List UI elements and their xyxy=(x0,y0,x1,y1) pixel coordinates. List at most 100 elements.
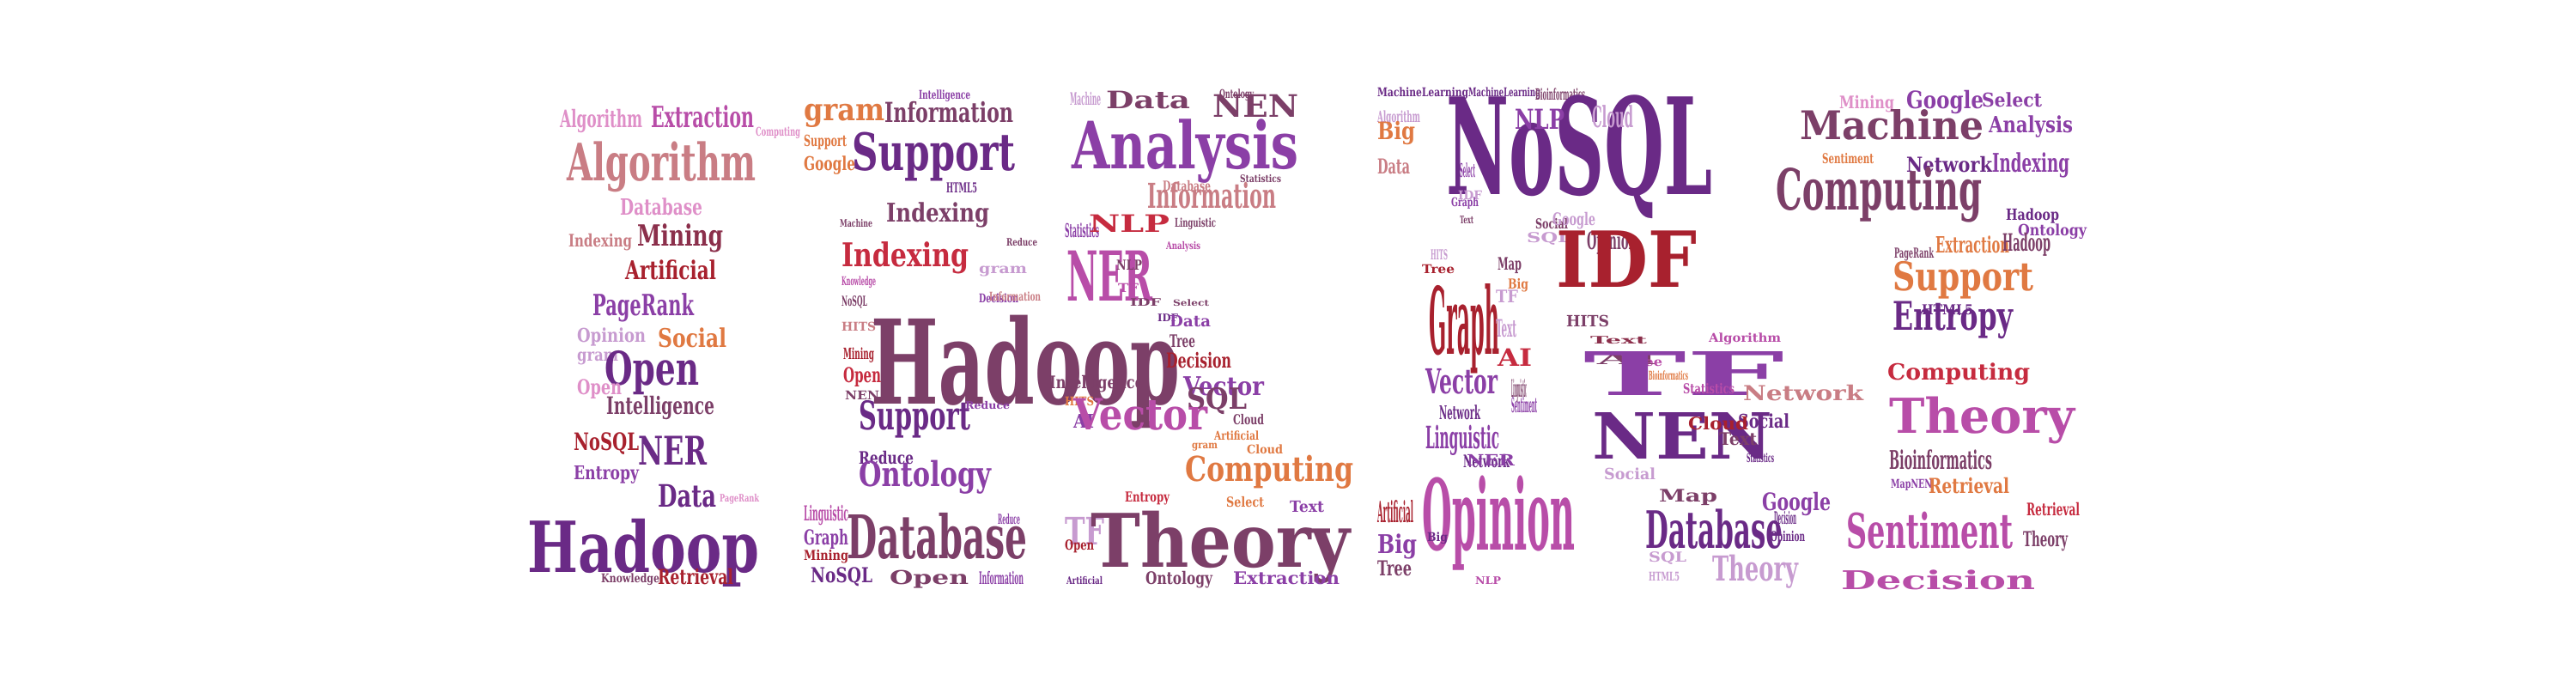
cloud-word: Extraction xyxy=(1935,233,2009,258)
cloud-word: Big xyxy=(1508,276,1528,292)
cloud-word: Open xyxy=(577,374,622,399)
cloud-word: Indexing xyxy=(841,235,969,274)
cloud-word: Retrieval xyxy=(1929,473,2009,498)
cloud-word: Select xyxy=(1226,494,1264,510)
cloud-word: TF xyxy=(1118,282,1139,295)
cloud-word: Cloud xyxy=(1233,411,1264,428)
cloud-word: HTML5 xyxy=(946,179,977,196)
cloud-word: TF xyxy=(1583,338,1784,410)
cloud-word: Indexing xyxy=(568,230,632,251)
cloud-word: Support xyxy=(1893,253,2034,300)
cloud-word: Data xyxy=(1377,154,1410,179)
cloud-word: Graph xyxy=(1429,268,1499,376)
cloud-word: Intelligence xyxy=(1049,372,1144,392)
cloud-word: Bioinformatics xyxy=(1889,446,1992,476)
cloud-word: NoSQL xyxy=(574,428,639,456)
cloud-word: Indexing xyxy=(886,198,989,228)
cloud-word: Select xyxy=(1460,160,1475,182)
cloud-word: Hadoop xyxy=(871,295,1180,432)
cloud-word: Google xyxy=(804,153,855,175)
cloud-word: Support xyxy=(804,132,847,150)
cloud-word: Social xyxy=(1604,465,1656,483)
cloud-word: Network xyxy=(1463,451,1510,471)
cloud-word: Graph xyxy=(1451,196,1479,210)
cloud-word: Select xyxy=(1173,299,1209,308)
cloud-word: Select xyxy=(1982,89,2043,112)
cloud-word: IDF xyxy=(1157,312,1178,324)
cloud-word: Ontology xyxy=(1219,88,1254,101)
cloud-word: MapNEN xyxy=(1891,477,1932,491)
cloud-word: Big xyxy=(1377,117,1415,145)
cloud-word: Open xyxy=(890,567,969,589)
cloud-word: Data xyxy=(1106,86,1190,114)
cloud-word: Theory xyxy=(1889,388,2075,445)
cloud-word: Vector xyxy=(1425,362,1498,402)
cloud-word: Linguistic xyxy=(1511,374,1527,403)
cloud-word: Analysis xyxy=(1988,112,2073,138)
cloud-word: Analysis xyxy=(1071,107,1298,184)
cloud-word: Mining xyxy=(843,345,874,363)
cloud-word: NEN xyxy=(1592,400,1772,474)
cloud-word: HITS xyxy=(1431,246,1448,263)
cloud-word: Sentiment xyxy=(1511,392,1537,417)
cloud-word: MachineLearning xyxy=(1377,86,1468,100)
cloud-word: IDF xyxy=(1556,215,1697,306)
cloud-word: Tree xyxy=(1377,556,1412,581)
cloud-word: Google xyxy=(1552,209,1595,229)
cloud-word: Computing xyxy=(1185,449,1353,489)
cloud-word: Information xyxy=(1147,176,1276,216)
cloud-word: NoSQL xyxy=(811,562,872,587)
cloud-word: Intelligence xyxy=(919,88,970,102)
cloud-word: Decision xyxy=(1841,566,2035,596)
cloud-word: HTML5 xyxy=(1649,570,1680,584)
cloud-word: Map xyxy=(1659,485,1717,506)
cloud-word: Open xyxy=(1065,537,1094,553)
cloud-word: SQL xyxy=(1527,229,1571,246)
cloud-word: Open xyxy=(843,362,881,387)
cloud-word: Big xyxy=(1427,531,1448,544)
cloud-word: Algorithm xyxy=(1708,331,1781,345)
cloud-word: TF xyxy=(1065,510,1104,554)
cloud-word: Knowledge xyxy=(601,572,659,586)
cloud-word: Artificial xyxy=(1066,575,1103,587)
cloud-word: AI xyxy=(1497,344,1532,372)
cloud-word: Database xyxy=(847,502,1027,573)
cloud-word: Cloud xyxy=(1247,443,1283,457)
cloud-word: Knowledge xyxy=(841,275,876,289)
cloud-word: Retrieval xyxy=(2026,499,2080,520)
cloud-word: Entropy xyxy=(1893,293,2014,339)
cloud-word: Linguistic xyxy=(1425,420,1499,456)
cloud-word: Reduce xyxy=(965,399,1010,411)
cloud-word: Support xyxy=(859,392,970,439)
cloud-word: Opinion xyxy=(577,325,646,347)
cloud-word: AI xyxy=(1072,410,1094,433)
cloud-word: Information xyxy=(979,568,1024,588)
cloud-word: Hadoop xyxy=(2002,228,2050,257)
cloud-word: Vector xyxy=(1072,389,1207,440)
cloud-word: Extraction xyxy=(1233,568,1340,588)
cloud-word: Algorithm xyxy=(566,133,756,193)
cloud-word: Graph xyxy=(804,525,848,550)
cloud-word: Information xyxy=(989,290,1041,304)
cloud-word: Linguistic xyxy=(804,501,848,526)
cloud-word: SQL xyxy=(1187,382,1247,416)
cloud-word: AI xyxy=(1595,350,1657,368)
cloud-word: Ontology xyxy=(2018,222,2087,240)
cloud-word: Network xyxy=(1439,402,1480,424)
cloud-word: Cloud xyxy=(1592,100,1633,135)
cloud-word: Ontology xyxy=(1145,568,1213,588)
cloud-word: Linguistic xyxy=(1175,216,1216,230)
cloud-word: Google xyxy=(1906,86,1984,114)
cloud-word: gram xyxy=(577,344,618,365)
cloud-word: Sentiment xyxy=(1846,503,2013,560)
cloud-word: Data xyxy=(1170,313,1211,331)
cloud-word: Artificial xyxy=(1377,495,1413,530)
cloud-word: Indexing xyxy=(1992,149,2069,179)
cloud-word: Google xyxy=(1762,488,1831,516)
cloud-word: HITS xyxy=(1065,395,1094,409)
cloud-word: TF xyxy=(1496,286,1518,307)
cloud-word: Tree xyxy=(1628,356,1662,369)
cloud-word: Statistics xyxy=(1065,220,1099,242)
cloud-word: Database xyxy=(1645,501,1783,561)
cloud-word: Tree xyxy=(1422,263,1455,277)
